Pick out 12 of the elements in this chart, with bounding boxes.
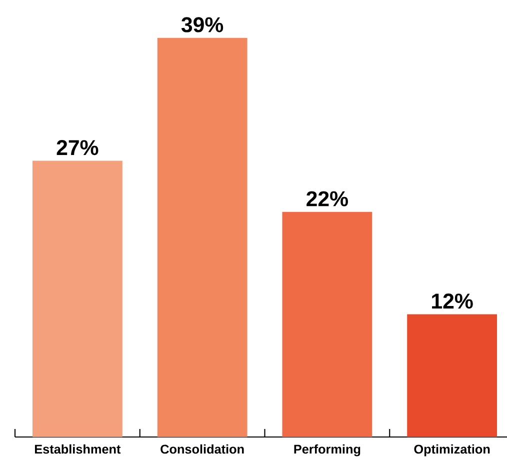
data-label: 27% [56, 140, 98, 156]
bar [32, 160, 122, 438]
data-label: 22% [306, 191, 348, 206]
x-tick-label: Establishment [35, 444, 121, 454]
bar [407, 314, 498, 438]
x-tick-label: Consolidation [160, 444, 244, 454]
data-label: 12% [432, 294, 473, 309]
x-tick-label: Performing [294, 444, 360, 456]
data-label: 39% [181, 17, 224, 32]
bar [157, 38, 248, 438]
bar [282, 212, 372, 438]
x-tick-label: Optimization [414, 444, 490, 456]
